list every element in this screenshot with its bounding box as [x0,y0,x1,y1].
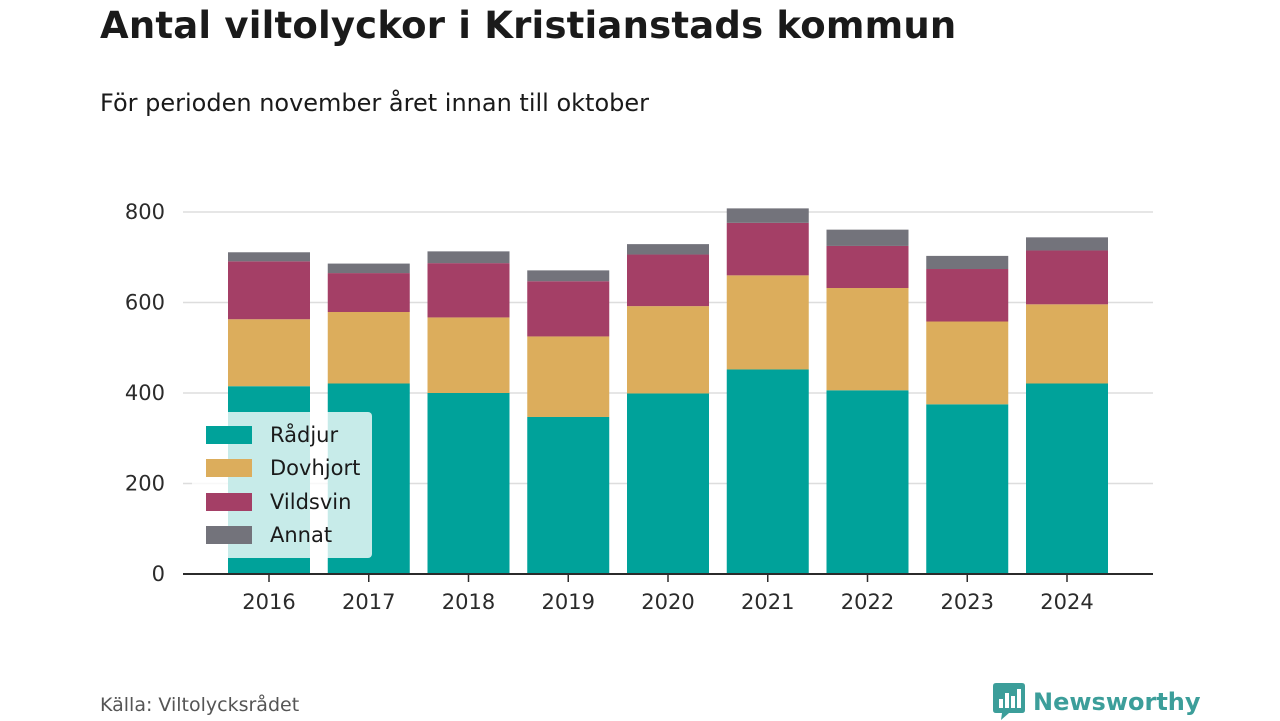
chart-subtitle: För perioden november året innan till ok… [100,89,649,117]
bar-segment-4-1 [627,306,709,394]
bar-segment-2-2 [427,263,510,318]
y-tick-label: 800 [125,200,165,224]
bar-segment-6-2 [826,245,909,289]
legend-label-vildsvin: Vildsvin [270,490,352,514]
bar-segment-1-3 [327,263,410,274]
x-tick-label: 2022 [841,590,894,614]
legend-label-radjur: Rådjur [270,423,339,447]
source-note: Källa: Viltolycksrådet [100,694,300,716]
bar-segment-3-3 [527,270,610,282]
bar-segment-2-3 [427,251,510,264]
bar-segment-5-2 [726,222,809,276]
bar-segment-8-0 [1026,383,1108,574]
bar-segment-8-2 [1026,250,1108,305]
bar-segment-4-2 [627,254,709,307]
bar-segment-5-0 [726,369,809,574]
x-tick-label: 2016 [242,590,295,614]
bar-segment-5-3 [726,208,809,223]
bar-segment-4-0 [627,393,709,574]
bar-segment-7-0 [926,404,1009,574]
bar-segment-1-2 [327,273,410,313]
y-tick-label: 600 [125,291,165,315]
bar-segment-3-0 [527,416,610,574]
y-tick-label: 0 [152,562,165,586]
chart-title: Antal viltolyckor i Kristianstads kommun [100,4,957,47]
legend-item-dovhjort: Dovhjort [206,453,360,483]
bar-segment-0-1 [228,319,310,387]
legend-swatch-vildsvin [206,493,252,511]
brand-name: Newsworthy [1033,688,1201,716]
bar-chart-logo-icon [993,683,1025,720]
x-tick-label: 2017 [342,590,395,614]
legend-swatch-radjur [206,426,252,444]
axes: 0 200 400 600 800 2016 2017 2018 2019 2020 2021 202… [125,200,1153,614]
bar-segment-8-3 [1026,237,1108,251]
x-tick-label: 2024 [1040,590,1093,614]
x-tick-label: 2018 [442,590,495,614]
x-tick-label: 2019 [542,590,595,614]
legend-swatch-dovhjort [206,459,252,477]
y-tick-label: 200 [125,472,165,496]
bar-segment-0-2 [228,261,310,320]
bar-segment-7-3 [926,255,1009,270]
y-tick-label: 400 [125,381,165,405]
x-tick-label: 2021 [741,590,794,614]
bar-segment-5-1 [726,275,809,370]
bar-segment-7-2 [926,269,1009,322]
bar-segment-0-3 [228,252,310,262]
legend: Rådjur Dovhjort Vildsvin Annat [192,412,372,558]
legend-swatch-annat [206,526,252,544]
brand-logo[interactable]: Newsworthy [993,683,1201,721]
bar-segment-3-1 [527,336,610,417]
bar-segment-6-3 [826,229,909,246]
bar-segment-6-0 [826,390,909,574]
bar-segment-2-1 [427,317,510,393]
bar-segment-8-1 [1026,304,1108,384]
legend-item-vildsvin: Vildsvin [206,487,351,517]
bar-segment-7-1 [926,321,1009,405]
legend-item-radjur: Rådjur [206,420,338,450]
x-tick-label: 2023 [941,590,994,614]
bar-segment-6-1 [826,288,909,391]
legend-label-dovhjort: Dovhjort [270,456,361,480]
bar-segment-1-1 [327,312,410,384]
bar-segment-4-3 [627,244,709,255]
bar-segment-3-2 [527,281,610,337]
legend-label-annat: Annat [270,523,333,547]
bar-segment-2-0 [427,393,510,574]
x-tick-label: 2020 [641,590,694,614]
legend-item-annat: Annat [206,520,332,550]
